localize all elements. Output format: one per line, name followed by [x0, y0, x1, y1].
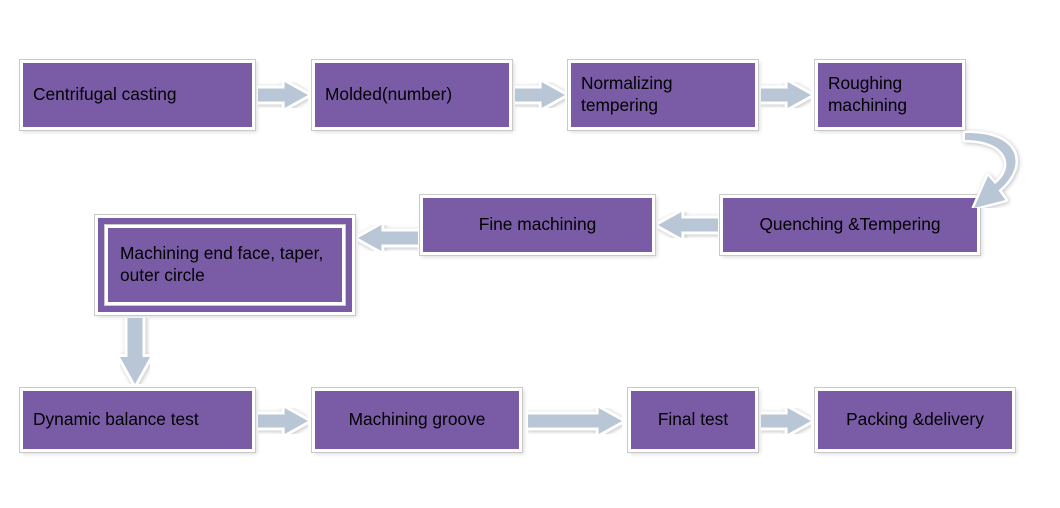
- node-molded-number: Molded(number): [312, 60, 512, 130]
- node-label: Fine machining: [433, 214, 642, 236]
- node-label: Dynamic balance test: [33, 409, 242, 431]
- arrow-right-icon: [515, 82, 565, 113]
- node-label: Packing &delivery: [828, 409, 1002, 431]
- arrow-right-icon: [258, 82, 308, 113]
- arrow-right-icon: [761, 82, 811, 113]
- node-label: Quenching &Tempering: [733, 214, 967, 236]
- node-label: Final test: [641, 409, 745, 431]
- node-fine-machining: Fine machining: [420, 195, 655, 255]
- node-centrifugal-casting: Centrifugal casting: [20, 60, 255, 130]
- node-final-test: Final test: [628, 388, 758, 452]
- node-roughing-machining: Roughing machining: [815, 60, 965, 130]
- flowchart-stage: Centrifugal casting Molded(number) Norma…: [0, 0, 1060, 508]
- node-label: Machining end face, taper, outer circle: [120, 243, 330, 286]
- node-dynamic-balance-test: Dynamic balance test: [20, 388, 255, 452]
- node-machining-end-face: Machining end face, taper, outer circle: [95, 215, 355, 315]
- arrow-left-icon: [658, 212, 718, 243]
- node-label: Normalizing tempering: [581, 73, 745, 116]
- arrow-curve-icon: [960, 128, 1030, 213]
- node-label: Centrifugal casting: [33, 84, 242, 106]
- arrow-right-icon: [258, 408, 308, 439]
- node-packing-delivery: Packing &delivery: [815, 388, 1015, 452]
- node-quenching-tempering: Quenching &Tempering: [720, 195, 980, 255]
- arrow-left-icon: [358, 225, 418, 256]
- arrow-down-icon: [120, 318, 150, 389]
- node-label: Machining groove: [325, 409, 509, 431]
- node-label: Molded(number): [325, 84, 499, 106]
- arrow-right-icon: [528, 408, 622, 439]
- node-machining-groove: Machining groove: [312, 388, 522, 452]
- arrow-right-icon: [761, 408, 811, 439]
- node-label: Roughing machining: [828, 73, 952, 116]
- node-normalizing-tempering: Normalizing tempering: [568, 60, 758, 130]
